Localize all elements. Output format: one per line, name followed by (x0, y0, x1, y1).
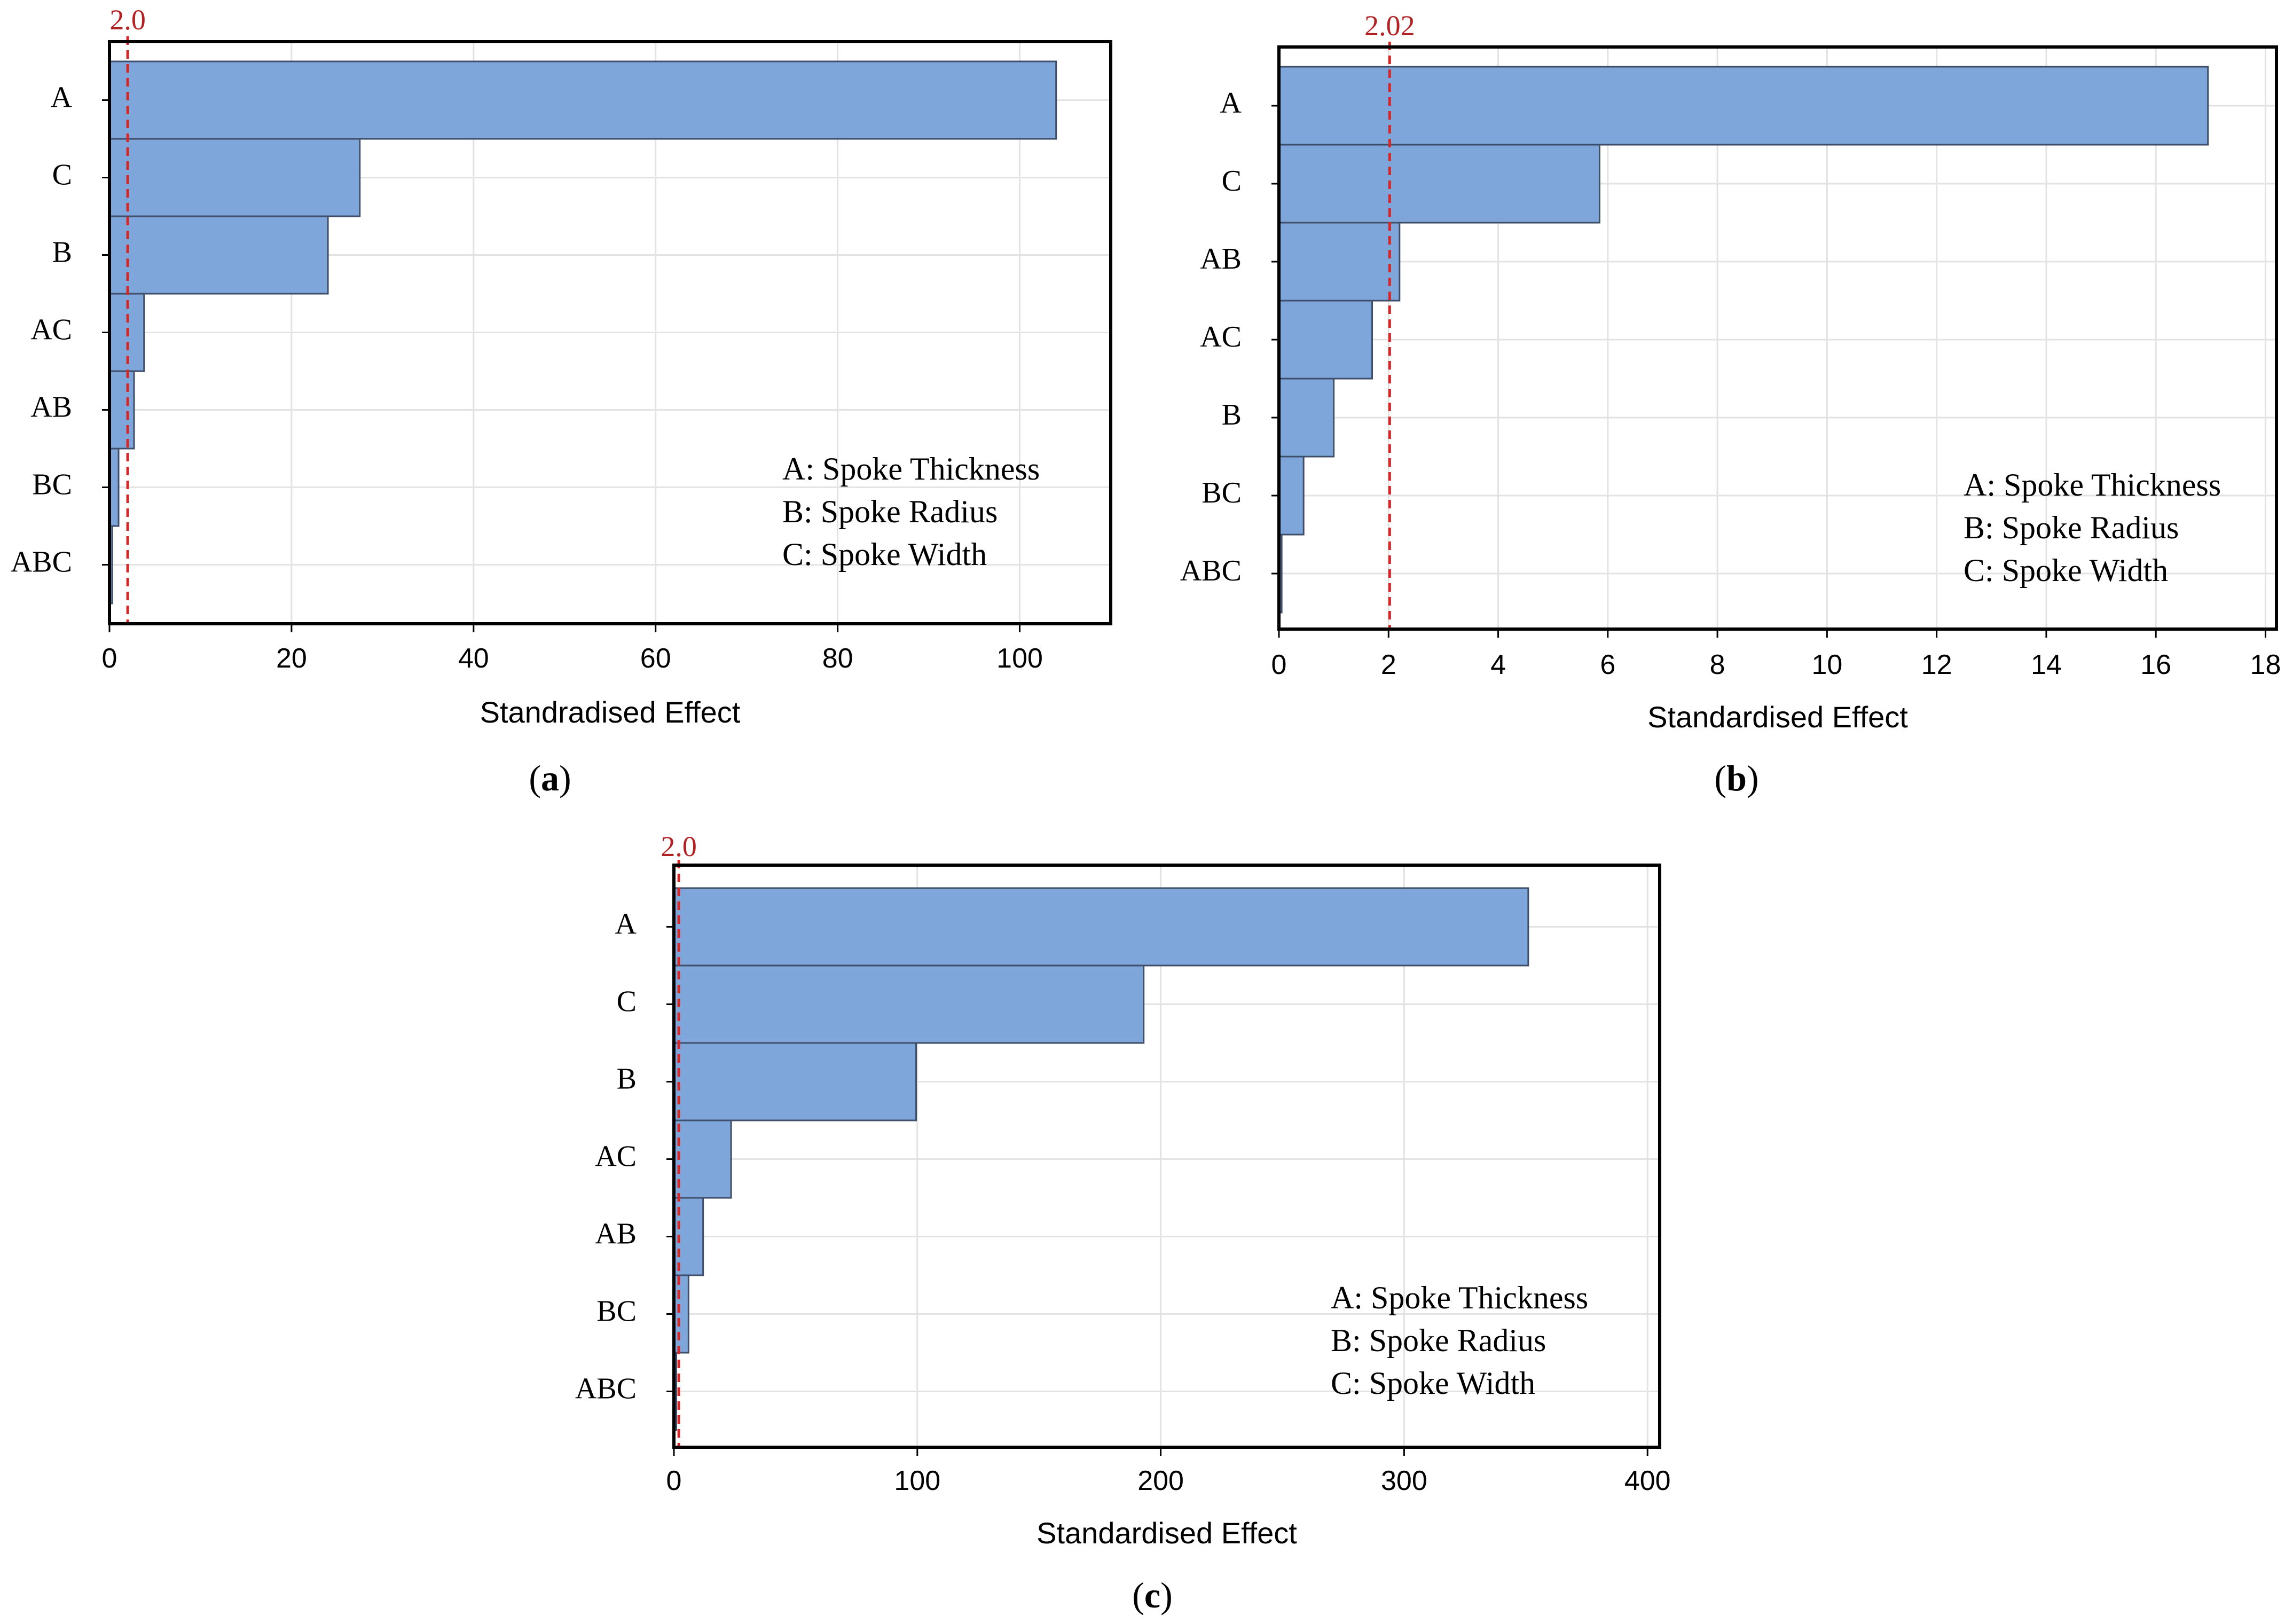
bar-AC (1278, 300, 1373, 380)
bar-B (108, 215, 329, 295)
x-tick-label: 100 (996, 643, 1043, 674)
legend-entry: A: Spoke Thickness (1331, 1280, 1588, 1315)
bar-C (673, 964, 1145, 1044)
x-tick-label: 100 (894, 1465, 940, 1496)
x-tick-label: 6 (1600, 649, 1615, 680)
plot-frame (672, 864, 1661, 1449)
plot-frame (1277, 45, 2278, 631)
category-label: AB (30, 390, 72, 423)
bar-A (108, 60, 1057, 140)
bar-AC (673, 1119, 732, 1199)
x-tick-label: 200 (1137, 1465, 1184, 1496)
x-tick-label: 0 (102, 643, 117, 674)
category-label: AB (1200, 242, 1242, 276)
legend-entry: A: Spoke Thickness (782, 451, 1040, 487)
x-tick-label: 0 (666, 1465, 682, 1496)
x-tick-label: 40 (458, 643, 489, 674)
category-label: ABC (11, 545, 72, 578)
x-axis-title: Standradised Effect (480, 695, 741, 729)
x-axis-title: Standardised Effect (1037, 1516, 1297, 1550)
category-label: AC (30, 313, 72, 346)
bar-A (673, 887, 1529, 967)
x-tick-label: 80 (822, 643, 853, 674)
category-label: C (1222, 164, 1242, 198)
legend-entry: C: Spoke Width (1331, 1366, 1535, 1401)
category-label: AC (595, 1140, 637, 1173)
x-tick-label: 60 (640, 643, 671, 674)
plot-frame (108, 40, 1112, 625)
x-tick-label: 300 (1381, 1465, 1427, 1496)
panel-caption: (a) (529, 758, 571, 798)
x-tick-label: 0 (1271, 649, 1287, 680)
category-label: AB (595, 1217, 637, 1250)
legend-entry: C: Spoke Width (782, 537, 987, 572)
bar-C (108, 138, 361, 217)
category-label: ABC (575, 1372, 637, 1405)
category-label: C (617, 985, 637, 1018)
bar-BC (1278, 456, 1305, 536)
category-label: C (52, 158, 72, 191)
bar-AB (1278, 222, 1401, 302)
bar-BC (673, 1274, 689, 1354)
x-tick-label: 16 (2140, 649, 2171, 680)
x-tick-label: 400 (1624, 1465, 1671, 1496)
legend-entry: B: Spoke Radius (1331, 1323, 1546, 1358)
x-axis-title: Standardised Effect (1647, 700, 1908, 734)
category-label: BC (596, 1295, 637, 1328)
x-tick-label: 12 (1921, 649, 1952, 680)
bar-AB (108, 370, 135, 450)
category-label: BC (1202, 476, 1242, 509)
bar-A (1278, 66, 2209, 146)
category-label: A (1220, 87, 1242, 120)
reference-label: 2.0 (109, 4, 146, 36)
x-tick-label: 18 (2250, 649, 2281, 680)
x-tick-label: 2 (1381, 649, 1396, 680)
category-label: B (52, 236, 72, 269)
panel-caption: (b) (1714, 758, 1758, 798)
category-label: ABC (1180, 554, 1242, 587)
legend-entry: A: Spoke Thickness (1964, 467, 2221, 503)
category-label: A (615, 907, 637, 940)
x-tick-label: 8 (1710, 649, 1725, 680)
bar-B (1278, 378, 1335, 458)
reference-label: 2.0 (661, 830, 697, 862)
bar-B (673, 1042, 917, 1121)
x-tick-label: 10 (1811, 649, 1842, 680)
reference-label: 2.02 (1364, 10, 1415, 42)
category-label: A (51, 81, 73, 114)
category-label: AC (1200, 320, 1242, 354)
legend-entry: B: Spoke Radius (782, 494, 998, 529)
bar-C (1278, 144, 1600, 224)
legend-entry: B: Spoke Radius (1964, 510, 2179, 545)
x-tick-label: 4 (1490, 649, 1506, 680)
x-tick-label: 14 (2031, 649, 2062, 680)
legend-entry: C: Spoke Width (1964, 553, 2168, 588)
panel-caption: (c) (1132, 1575, 1173, 1615)
category-label: B (1222, 398, 1242, 432)
x-tick-label: 20 (276, 643, 307, 674)
category-label: B (617, 1062, 637, 1095)
category-label: BC (32, 468, 72, 501)
